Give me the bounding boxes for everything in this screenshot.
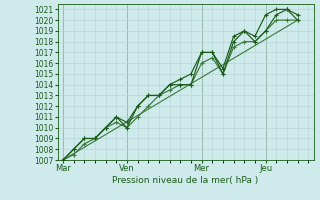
X-axis label: Pression niveau de la mer( hPa ): Pression niveau de la mer( hPa ) bbox=[112, 176, 259, 185]
